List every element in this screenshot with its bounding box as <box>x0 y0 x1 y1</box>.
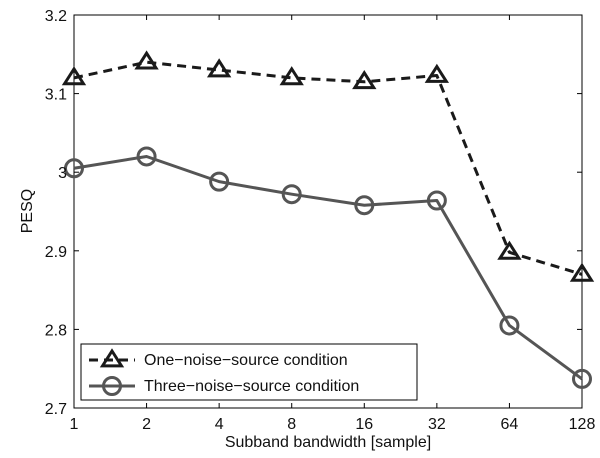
circle-marker <box>209 171 230 192</box>
series-line-one-noise-source <box>73 60 583 276</box>
legend-entry-three-noise-source: Three−noise−source condition <box>144 378 359 395</box>
series-line-three-noise-source <box>73 154 583 381</box>
y-tick-label: 3 <box>58 165 67 182</box>
x-tick-labels: 1 2 4 8 16 32 64 128 <box>70 416 596 433</box>
y-tick-label: 2.8 <box>45 322 67 339</box>
circle-marker <box>136 146 157 167</box>
series-markers <box>61 50 595 389</box>
y-tick-label: 3.1 <box>45 87 67 104</box>
triangle-marker <box>352 70 377 90</box>
x-tick-label: 64 <box>501 416 519 433</box>
legend-box <box>80 343 418 401</box>
legend-entry-one-noise-source: One−noise−source condition <box>144 352 348 369</box>
triangle-marker <box>497 240 522 260</box>
x-tick-label: 128 <box>569 416 596 433</box>
triangle-marker <box>569 262 595 282</box>
x-tick-label: 1 <box>70 416 79 433</box>
y-tick-labels: 2.7 2.8 2.9 3 3.1 3.2 <box>45 8 67 418</box>
legend-triangle-marker <box>99 348 125 368</box>
circle-marker <box>354 195 375 216</box>
y-tick-label: 2.7 <box>45 401 67 418</box>
axis-ticks <box>73 14 583 409</box>
x-tick-label: 2 <box>142 416 151 433</box>
x-tick-label: 8 <box>287 416 296 433</box>
x-axis-label: Subband bandwidth [sample] <box>225 434 431 451</box>
circle-marker <box>572 368 592 389</box>
y-axis-label: PESQ <box>19 189 36 233</box>
series-lines <box>73 60 583 381</box>
legend-samples <box>89 348 135 396</box>
triangle-marker <box>206 58 232 78</box>
y-tick-label: 3.2 <box>45 8 67 25</box>
y-tick-label: 2.9 <box>45 244 67 261</box>
triangle-marker <box>61 66 87 86</box>
x-tick-label: 16 <box>355 416 373 433</box>
circle-marker <box>281 184 302 205</box>
legend: One−noise−source condition Three−noise−s… <box>80 343 418 401</box>
circle-marker <box>499 315 520 336</box>
circle-marker <box>64 158 84 179</box>
x-tick-label: 32 <box>428 416 446 433</box>
triangle-marker <box>279 66 304 86</box>
legend-circle-marker <box>102 376 122 396</box>
triangle-marker <box>424 63 450 83</box>
circle-marker <box>426 190 447 211</box>
triangle-marker <box>134 50 159 70</box>
x-tick-label: 4 <box>215 416 224 433</box>
